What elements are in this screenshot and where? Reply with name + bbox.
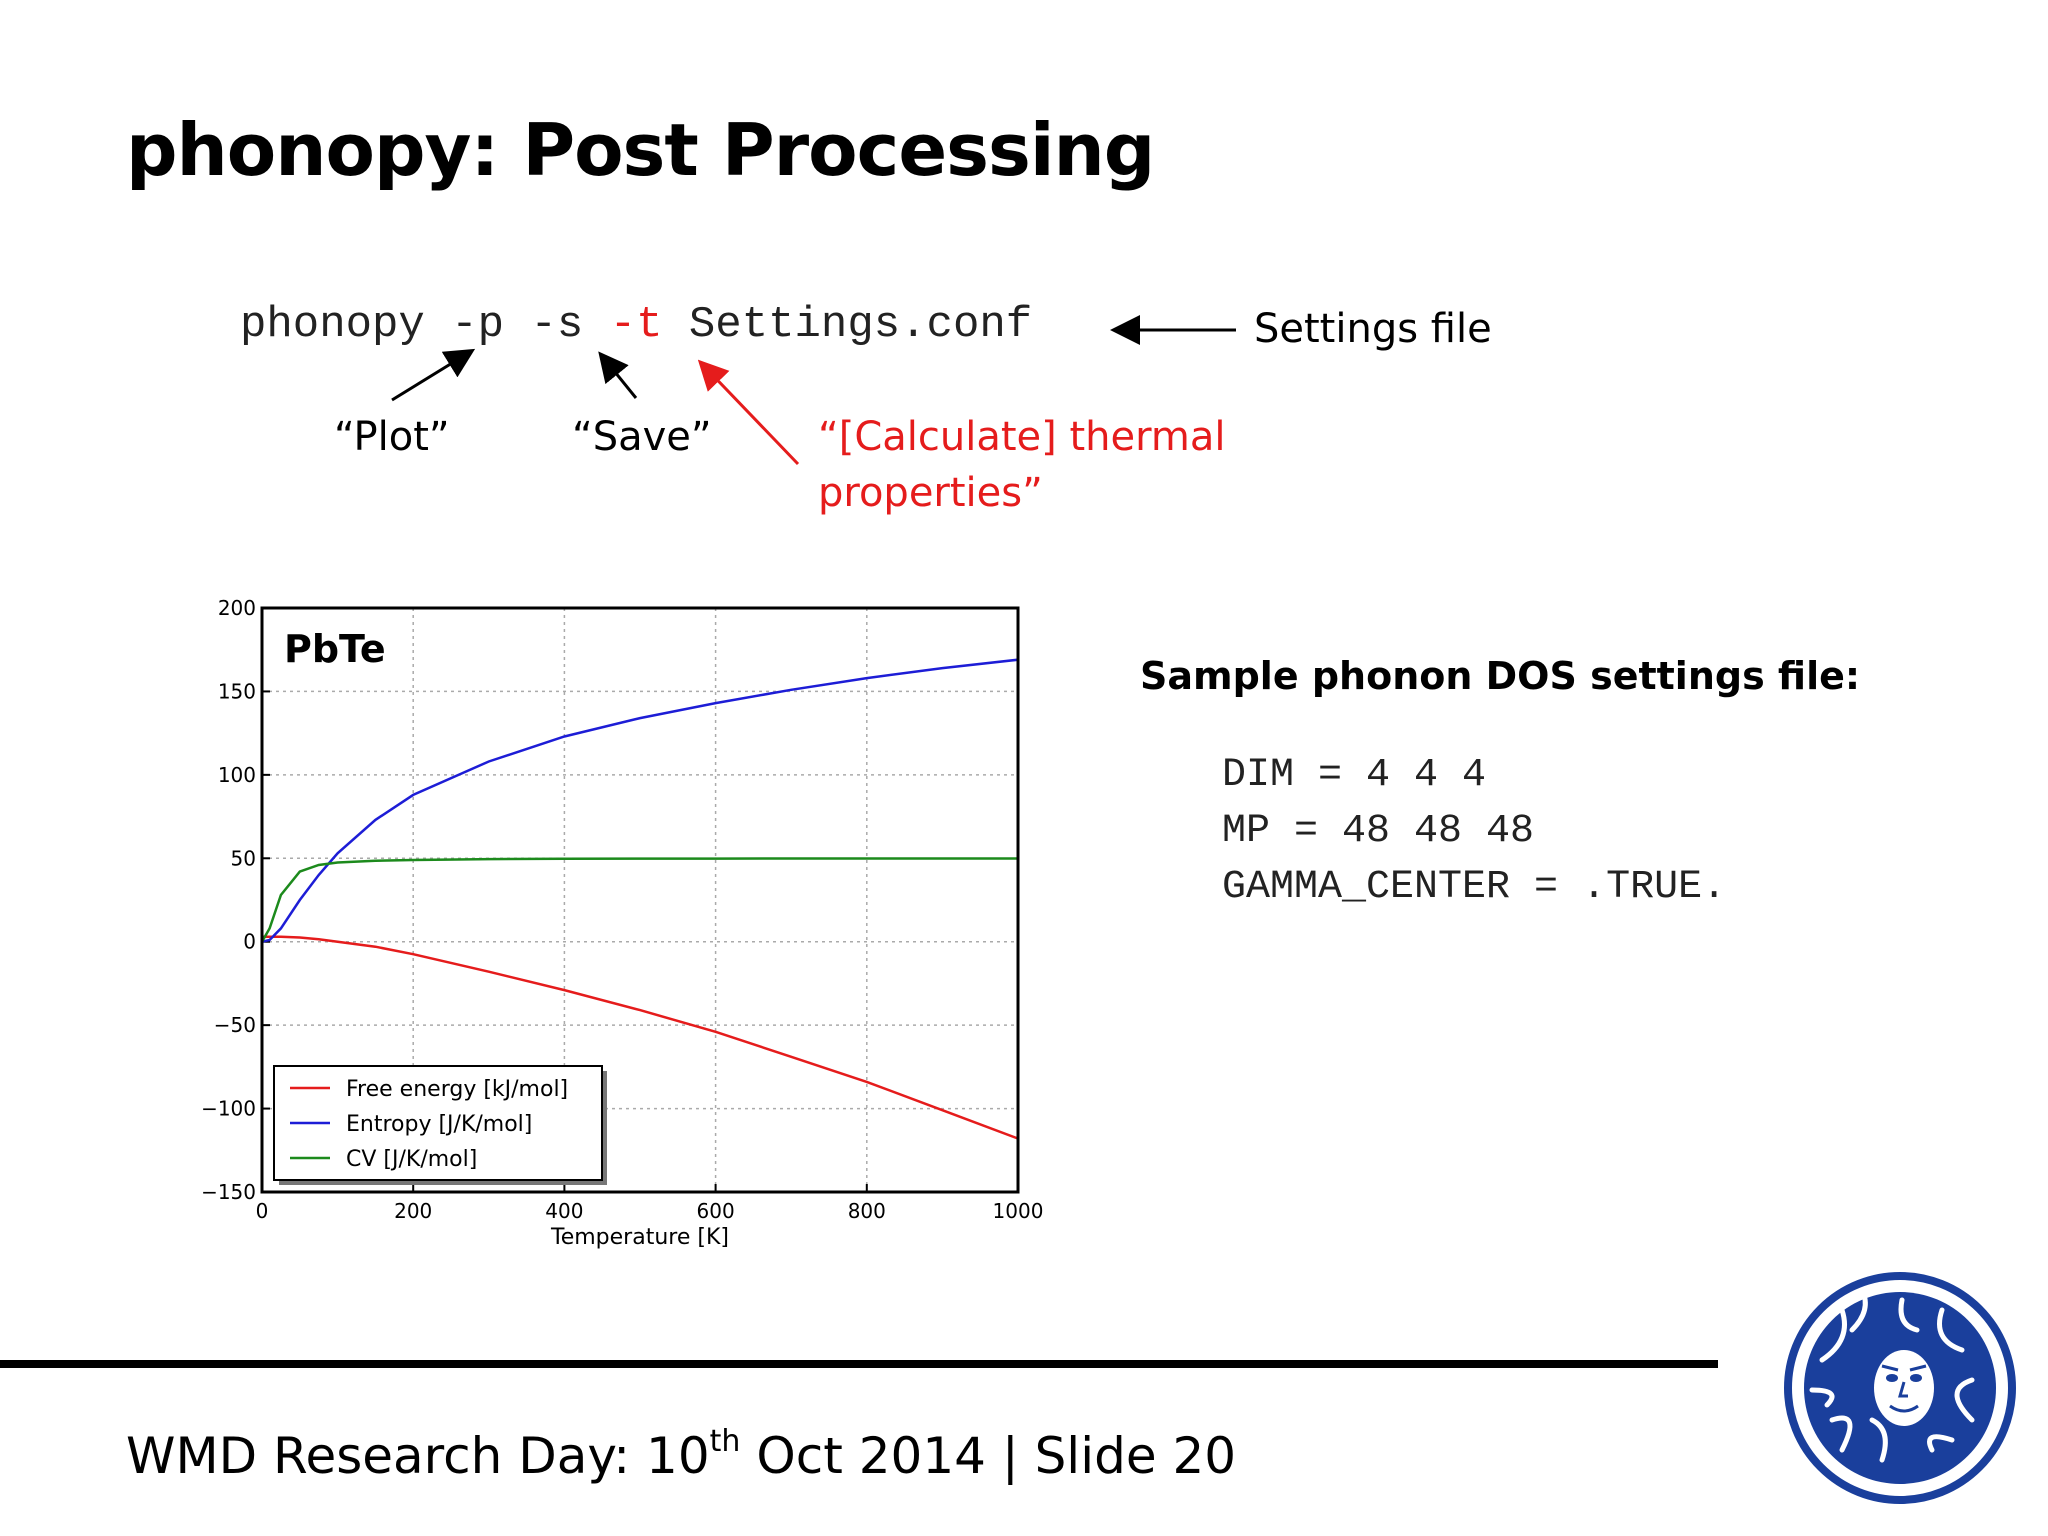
chart-xlabel: Temperature [K] [550, 1225, 729, 1250]
command-line: phonopy -p -s -t Settings.conf [240, 300, 1032, 350]
command-settings-file: Settings.conf [688, 300, 1033, 350]
page-title: phonopy: Post Processing [126, 108, 1155, 192]
y-tick-label: 150 [218, 679, 256, 703]
thermal-label-line1: “[Calculate] thermal [818, 414, 1226, 460]
command-flag-plot: -p [451, 300, 505, 350]
y-tick-label: 0 [243, 930, 256, 954]
y-tick-label: 200 [218, 596, 256, 620]
x-tick-label: 200 [394, 1199, 432, 1223]
footer-text: WMD Research Day: 10th Oct 2014 | Slide … [126, 1424, 1236, 1485]
command-flag-save: -s [530, 300, 584, 350]
university-seal-icon [1784, 1272, 2016, 1504]
legend-entry: CV [J/K/mol] [346, 1147, 477, 1172]
save-arrow [598, 351, 638, 399]
chart-title: PbTe [284, 627, 386, 671]
y-tick-label: 50 [231, 846, 256, 870]
command-flag-thermal: -t [609, 300, 663, 350]
plot-label: “Plot” [334, 414, 450, 460]
thermal-label-line2: properties” [818, 470, 1043, 516]
x-tick-label: 600 [697, 1199, 735, 1223]
settings-file-label: Settings file [1254, 306, 1492, 352]
y-tick-label: −150 [201, 1180, 256, 1204]
footer-divider [0, 1360, 1718, 1368]
y-tick-label: −50 [214, 1013, 256, 1037]
thermal-properties-chart: 0 200 400 600 800 1000 −150 −100 −50 0 50 100 150 200… [201, 596, 1044, 1250]
series-line-0 [262, 935, 1019, 1140]
footer-prefix: WMD Research Day: 10 [126, 1427, 710, 1485]
save-label: “Save” [572, 414, 712, 460]
code-line: GAMMA_CENTER = .TRUE. [1222, 865, 1727, 910]
footer-suffix: Oct 2014 | Slide 20 [740, 1427, 1237, 1485]
legend-entry: Entropy [J/K/mol] [346, 1112, 532, 1137]
x-tick-label: 1000 [993, 1199, 1044, 1223]
legend-entry: Free energy [kJ/mol] [346, 1077, 568, 1102]
series-line-1 [261, 658, 1019, 943]
chart-legend: Free energy [kJ/mol] Entropy [J/K/mol] CV … [273, 1065, 607, 1185]
sample-settings-title: Sample phonon DOS settings file: [1140, 654, 1861, 698]
y-tick-label: 100 [218, 763, 256, 787]
footer-sup: th [709, 1424, 741, 1459]
plot-frame [260, 606, 1020, 1194]
plot-arrow [391, 348, 476, 402]
series-line-2 [260, 857, 1018, 943]
x-tick-label: 0 [256, 1199, 269, 1223]
code-line: MP = 48 48 48 [1222, 809, 1535, 854]
x-tick-label: 400 [545, 1199, 583, 1223]
x-tick-label: 800 [848, 1199, 886, 1223]
thermal-arrow [697, 359, 800, 466]
annotation-arrows [391, 315, 1236, 466]
command-program: phonopy [240, 300, 425, 350]
sample-settings-code: DIM = 4 4 4 MP = 48 48 48 GAMMA_CENTER = .… [1222, 748, 1726, 916]
code-line: DIM = 4 4 4 [1222, 753, 1487, 798]
y-tick-label: −100 [201, 1097, 256, 1121]
